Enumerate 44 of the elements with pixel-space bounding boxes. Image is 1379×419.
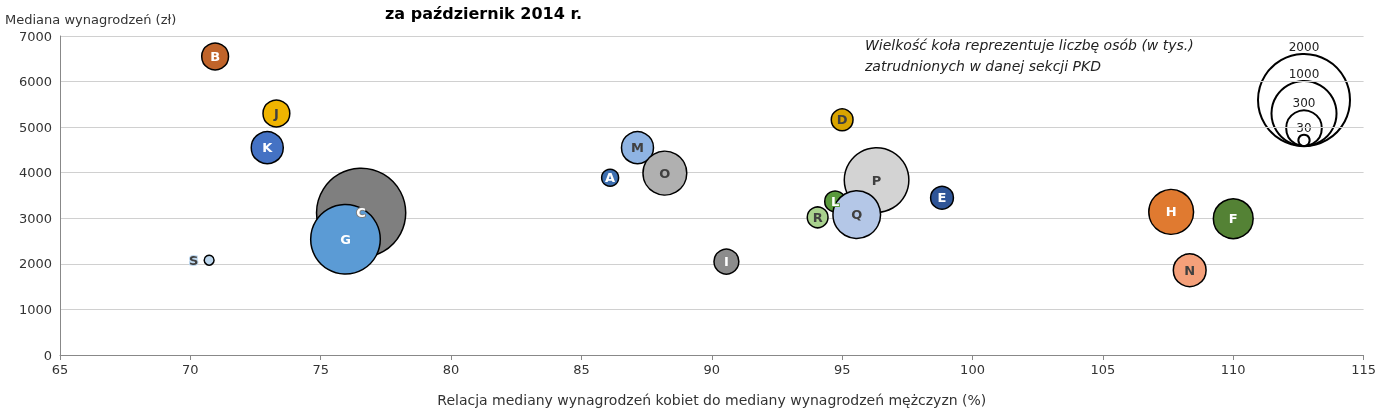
series-label: R [812, 209, 823, 225]
x-tick-label: 75 [312, 362, 329, 377]
series-label: B [210, 49, 221, 65]
series-label: D [836, 112, 848, 128]
y-tick-label: 4000 [18, 165, 52, 181]
x-tick-label: 65 [51, 362, 69, 377]
series-label: M [631, 140, 644, 156]
series-label: C [356, 205, 366, 221]
series-label: P [871, 172, 882, 188]
x-tick-label: 70 [182, 362, 199, 377]
x-tick-label: 110 [1220, 362, 1246, 377]
x-tick-label: 115 [1351, 362, 1377, 377]
x-tick-label: 95 [833, 362, 851, 377]
y-tick-label: 0 [43, 347, 52, 363]
series-label: O [659, 165, 671, 181]
series-label: S [189, 252, 199, 268]
legend-label: 2000 [1288, 40, 1320, 54]
x-tick-label: 100 [960, 362, 985, 377]
series-label: J [272, 105, 279, 121]
y-tick-label: 2000 [18, 256, 52, 272]
series-label: N [1184, 262, 1196, 278]
series-label: E [937, 190, 947, 206]
x-tick-label: 105 [1090, 362, 1116, 377]
legend-label: 300 [1292, 96, 1316, 111]
series-label: H [1165, 204, 1177, 220]
y-tick-label: 7000 [18, 28, 52, 44]
x-tick-label: 90 [703, 362, 721, 377]
x-tick-label: 80 [442, 362, 460, 377]
x-axis-title: Relacja mediany wynagrodzeń kobiet do mediany wynagrodzeń mężczyzn (%) [437, 392, 987, 408]
series-label: G [340, 231, 351, 247]
annotation: Wielkość koła reprezentuje liczbę osób (w tys.) zatrudnionych w danej sekcji PKD [864, 36, 1199, 74]
series-label: Q [851, 207, 863, 223]
y-tick-label: 6000 [18, 74, 52, 90]
y-axis-title: Mediana wynagrodzeń (zł) [5, 12, 177, 27]
series-label: F [1228, 211, 1238, 227]
chart-title: za październik 2014 r. [385, 3, 583, 23]
series-label: A [605, 170, 616, 186]
series-label: K [262, 140, 274, 156]
series-label: I [723, 254, 729, 270]
legend-label: 1000 [1288, 66, 1320, 81]
y-tick-label: 3000 [18, 210, 52, 226]
x-tick-label: 85 [573, 362, 590, 377]
y-tick-label: 5000 [18, 119, 52, 135]
y-tick-label: 1000 [18, 301, 52, 317]
